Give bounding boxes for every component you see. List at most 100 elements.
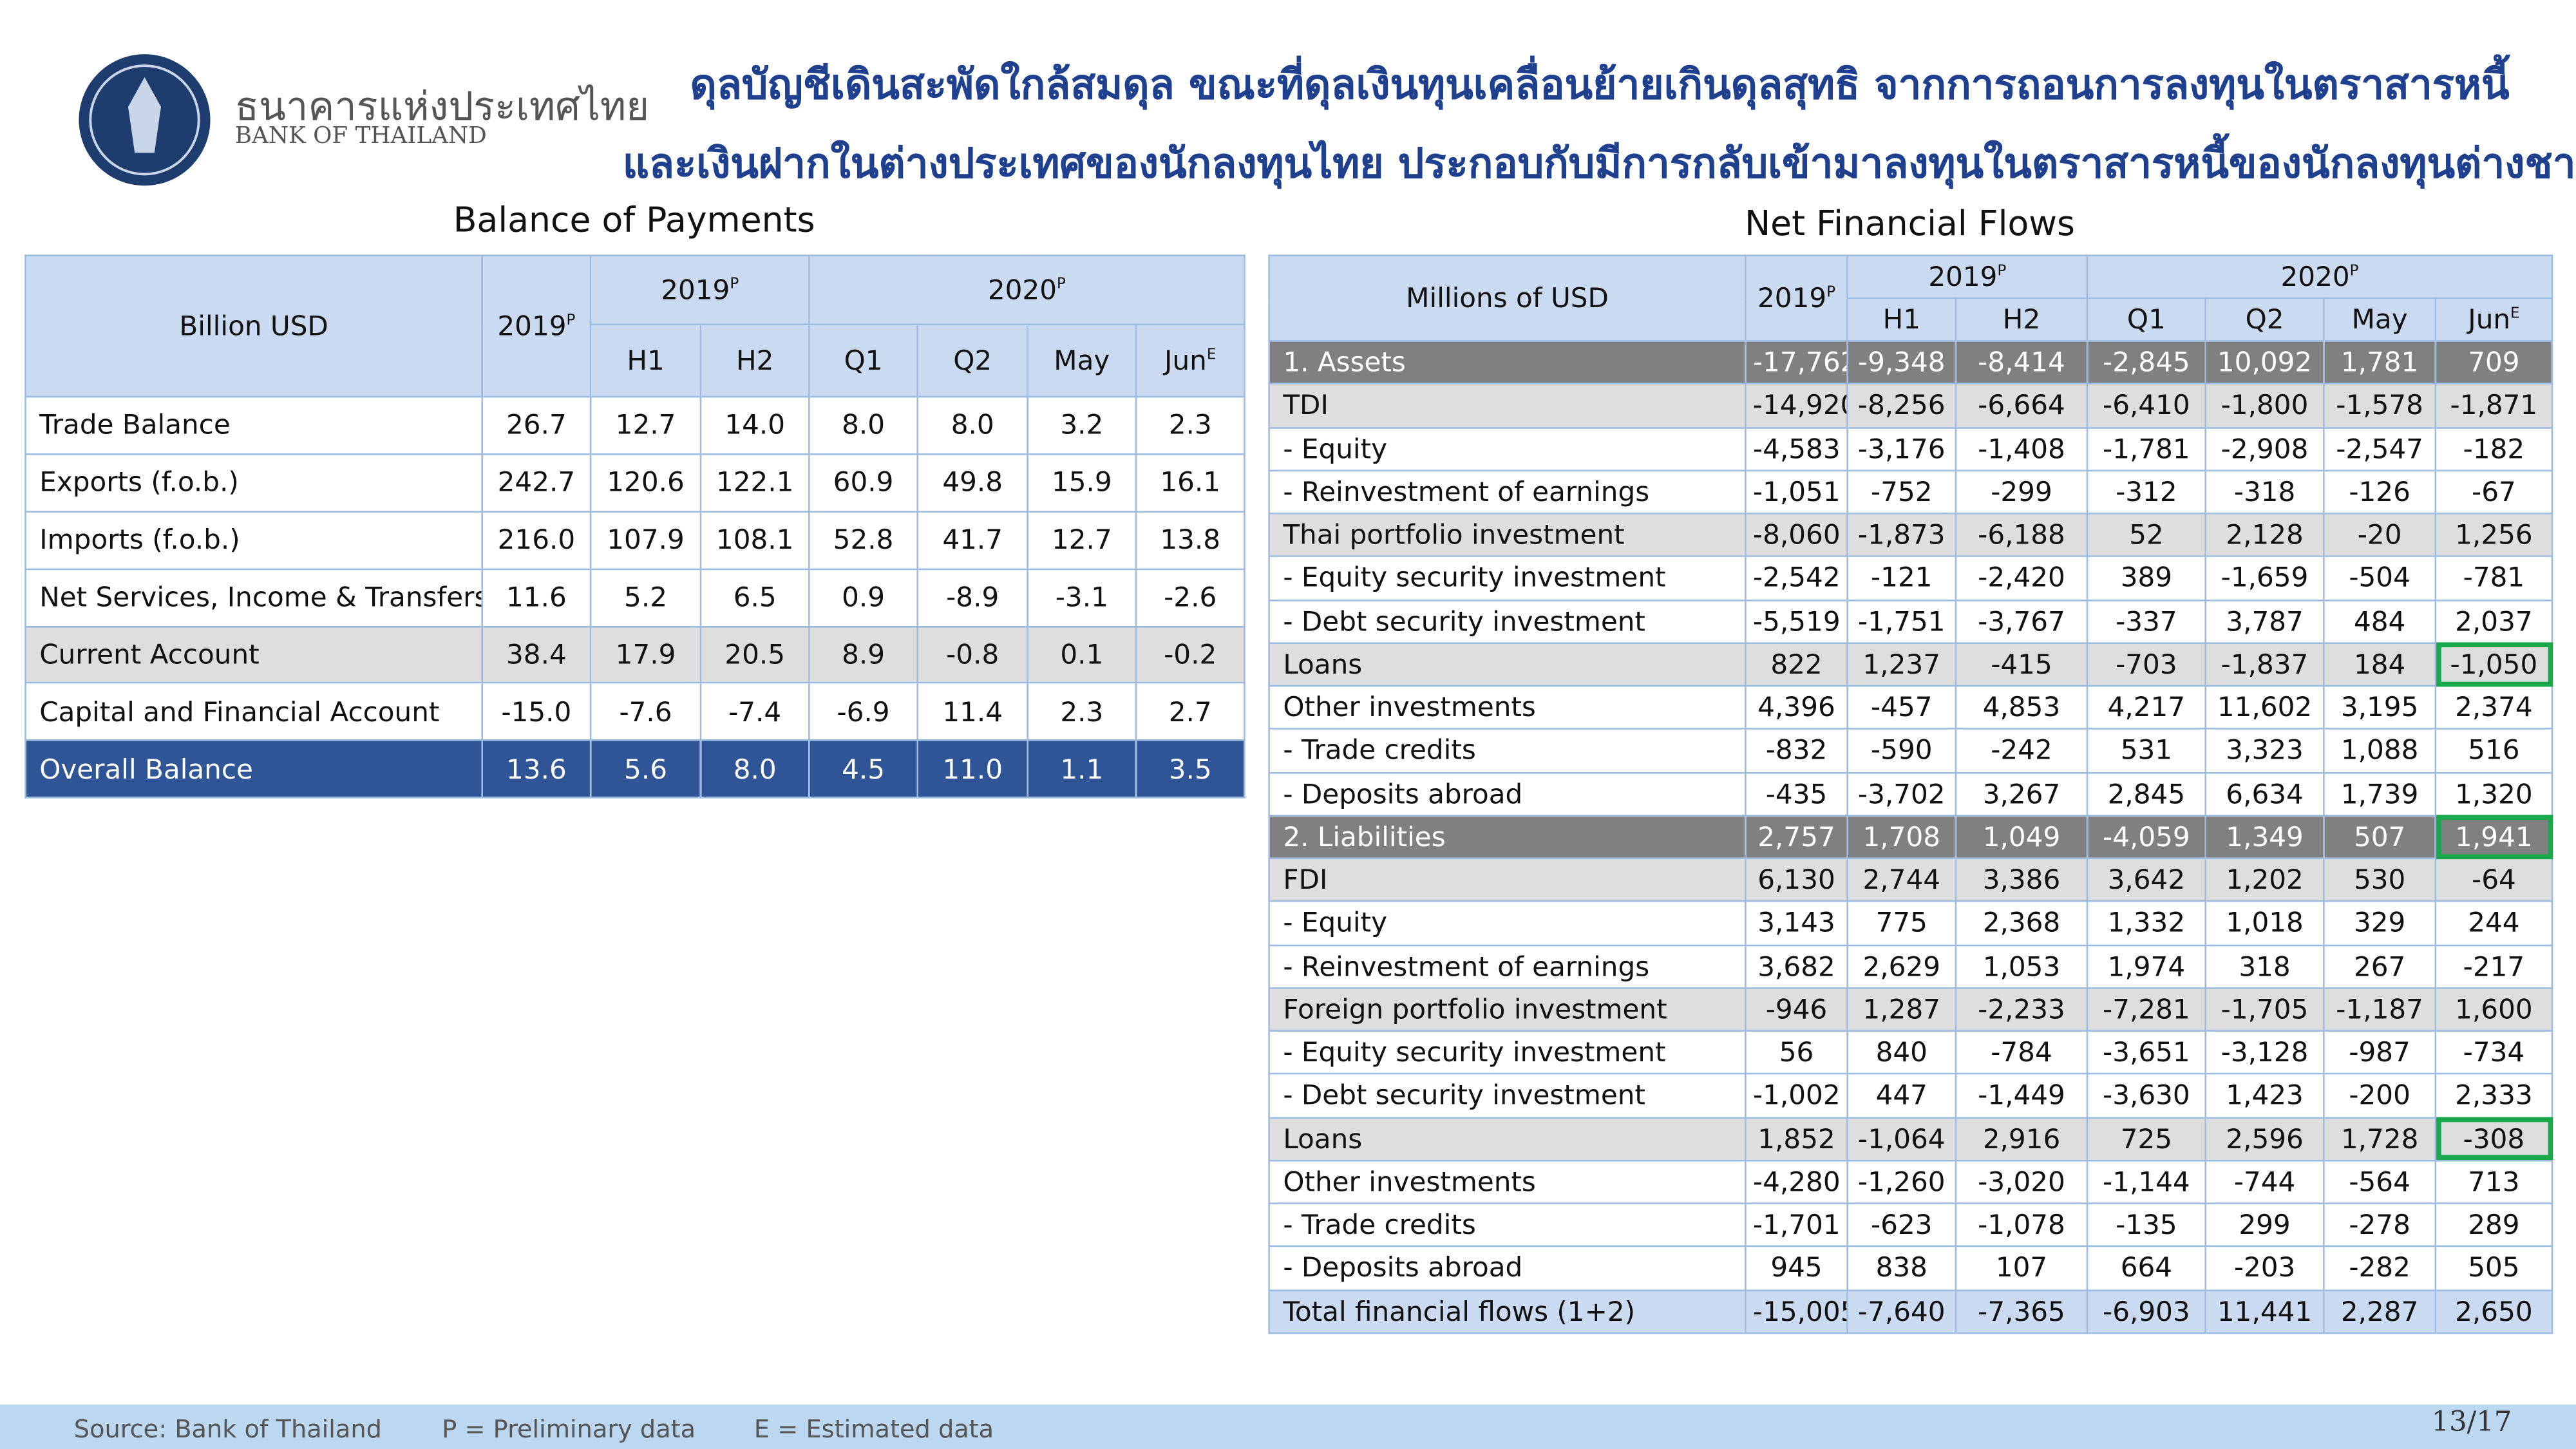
cell-value: 1,941	[2434, 814, 2553, 860]
period-header: Q1	[808, 323, 919, 398]
cell-value: -299	[1955, 469, 2088, 515]
cell-value: 11,602	[2204, 685, 2325, 730]
cell-value: 16.1	[1135, 453, 1245, 513]
period-header: Q1	[2086, 297, 2206, 342]
cell-value: -2,542	[1745, 555, 1848, 601]
cell-value: 2,037	[2434, 598, 2553, 644]
cell-value: -1,408	[1955, 426, 2088, 471]
header-text: H2	[2002, 303, 2041, 336]
cell-value: 1,349	[2204, 814, 2325, 860]
cell-value: 2,368	[1955, 900, 2088, 946]
cell-value: 11.0	[916, 739, 1028, 799]
cell-value: 0.1	[1027, 625, 1137, 685]
cell-value: 2.3	[1135, 395, 1245, 455]
cell-value: -1,873	[1846, 512, 1957, 558]
cell-value: 38.4	[481, 625, 592, 685]
cell-value: 1,600	[2434, 987, 2553, 1032]
table-row: Net Services, Income & Transfers 11.6 5.2 6…	[24, 567, 1245, 627]
corner-header: Billion USD	[24, 254, 483, 398]
cell-value: -435	[1745, 771, 1848, 817]
cell-value: 107.9	[589, 510, 702, 570]
cell-value: 2,333	[2434, 1073, 2553, 1118]
cell-value: -6,410	[2086, 383, 2206, 428]
table-row: Exports (f.o.b.) 242.7 120.6 122.1 60.9 49.8 1…	[24, 453, 1245, 513]
header-text: 2020	[987, 274, 1057, 306]
cell-value: 3,386	[1955, 857, 2088, 903]
cell-value: -67	[2434, 469, 2553, 515]
header-text: H2	[735, 345, 774, 377]
cell-value: -1,800	[2204, 383, 2325, 428]
cell-value: -7,640	[1846, 1289, 1957, 1334]
row-label: Trade Balance	[24, 395, 483, 455]
cell-value: -564	[2323, 1159, 2437, 1204]
cell-value: 267	[2323, 943, 2437, 989]
cell-value: 107	[1955, 1245, 2088, 1291]
header-text: Q1	[2126, 303, 2166, 336]
cell-value: -20	[2323, 512, 2437, 558]
cell-value: 0.9	[808, 567, 919, 627]
cell-value: -946	[1745, 987, 1848, 1032]
cell-value: 664	[2086, 1245, 2206, 1291]
cell-value: 1,708	[1846, 814, 1957, 860]
cell-value: 12.7	[1027, 510, 1137, 570]
cell-value: -6,664	[1955, 383, 2088, 428]
cell-value: 329	[2323, 900, 2437, 946]
header-text: 2019	[1928, 261, 1998, 293]
cell-value: -623	[1846, 1202, 1957, 1247]
cell-value: -7.4	[699, 682, 810, 742]
cell-value: -0.2	[1135, 625, 1245, 685]
cell-value: 8.0	[699, 739, 810, 799]
cell-value: 484	[2323, 598, 2437, 644]
cell-value: -703	[2086, 641, 2206, 687]
cell-value: -337	[2086, 598, 2206, 644]
cell-value: -1,871	[2434, 383, 2553, 428]
cell-value: 56	[1745, 1030, 1848, 1075]
cell-value: 516	[2434, 728, 2553, 773]
cell-value: 3,143	[1745, 900, 1848, 946]
row-label: Loans	[1268, 1116, 1747, 1161]
header-row: Millions of USD 2019P 2019P 2020P	[1268, 254, 2553, 342]
row-label: - Debt security investment	[1268, 598, 1747, 644]
cell-value: -3,630	[2086, 1073, 2206, 1118]
cell-value: -200	[2323, 1073, 2437, 1118]
cell-value: 2,128	[2204, 512, 2325, 558]
table-row: - Reinvestment of earnings 3,682 2,629 1,05…	[1268, 943, 2553, 989]
cell-value: -308	[2434, 1116, 2553, 1161]
row-label: - Trade credits	[1268, 728, 1747, 773]
cell-value: 530	[2323, 857, 2437, 903]
cell-value: 1,088	[2323, 728, 2437, 773]
cell-value: 242.7	[481, 453, 592, 513]
header-superscript: P	[1997, 263, 2007, 280]
table-title: Balance of Payments	[453, 200, 815, 240]
cell-value: -734	[2434, 1030, 2553, 1075]
cell-value: 1,739	[2323, 771, 2437, 817]
table-row: - Deposits abroad -435 -3,702 3,267 2,845 6,6…	[1268, 771, 2553, 817]
row-label: Exports (f.o.b.)	[24, 453, 483, 513]
cell-value: 447	[1846, 1073, 1957, 1118]
cell-value: -1,187	[2323, 987, 2437, 1032]
row-label: - Reinvestment of earnings	[1268, 943, 1747, 989]
cell-value: -590	[1846, 728, 1957, 773]
cell-value: 2,650	[2434, 1289, 2553, 1334]
header-superscript: P	[1057, 276, 1066, 294]
cell-value: 945	[1745, 1245, 1848, 1291]
cell-value: 244	[2434, 900, 2553, 946]
cell-value: 10,092	[2204, 340, 2325, 385]
header-superscript: P	[1826, 285, 1836, 302]
cell-value: 17.9	[589, 625, 702, 685]
row-label: Thai portfolio investment	[1268, 512, 1747, 558]
cell-value: 840	[1846, 1030, 1957, 1075]
cell-value: 1.1	[1027, 739, 1137, 799]
cell-value: -7.6	[589, 682, 702, 742]
table-row: - Debt security investment -1,002 447 -1,44…	[1268, 1073, 2553, 1118]
row-label: Other investments	[1268, 685, 1747, 730]
page-number: 13/17	[2431, 1406, 2512, 1439]
period-header: Q2	[916, 323, 1028, 398]
header-text: 2019	[1757, 282, 1827, 314]
cell-value: -1,064	[1846, 1116, 1957, 1161]
cell-value: 120.6	[589, 453, 702, 513]
group-header: 2019P	[1846, 254, 2088, 299]
table-row: Other investments 4,396 -457 4,853 4,217 11,6…	[1268, 685, 2553, 730]
